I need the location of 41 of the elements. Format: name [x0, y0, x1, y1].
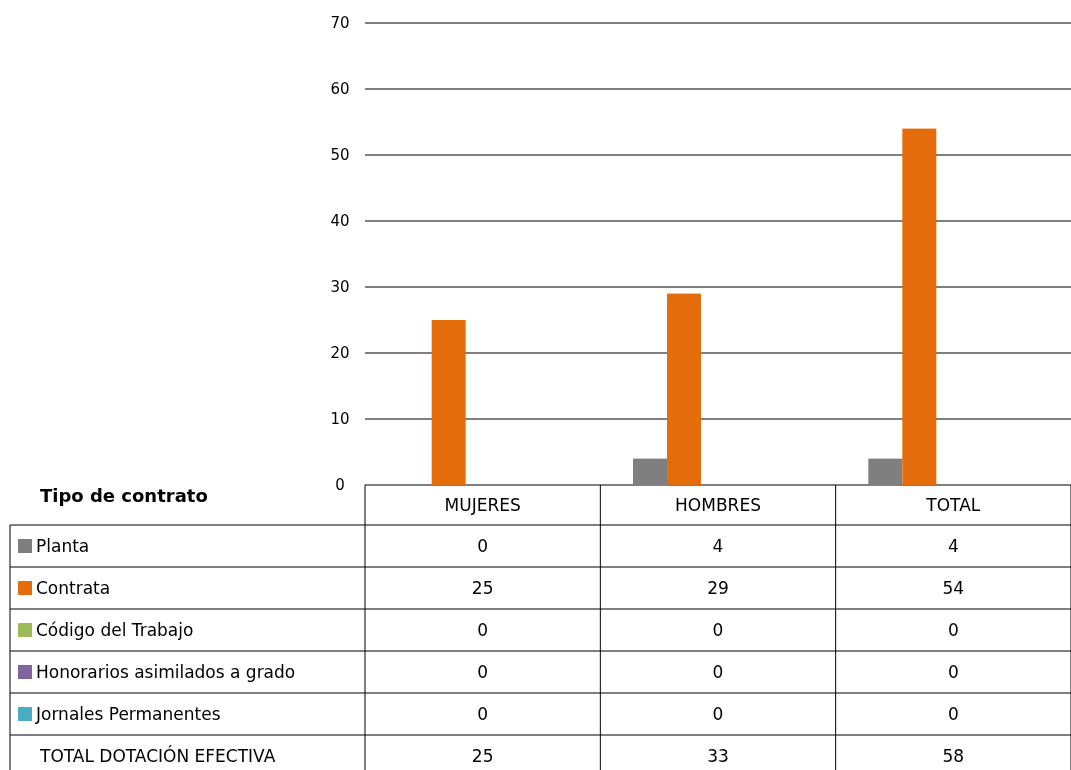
y-tick-label: 20: [330, 344, 350, 362]
bar: [868, 458, 903, 485]
data-label: 0: [477, 620, 489, 640]
data-label: 0: [947, 704, 959, 724]
legend-label: Contrata: [36, 578, 111, 598]
y-tick-label: 10: [330, 410, 350, 428]
y-tick-label: 70: [330, 14, 350, 32]
y-tick-label: 30: [330, 278, 350, 296]
data-label: 0: [712, 704, 724, 724]
bar: [633, 458, 667, 485]
data-label: 0: [477, 662, 489, 682]
bar: [902, 128, 937, 485]
x-tick-label: MUJERES: [444, 495, 521, 515]
y-tick-label: 60: [330, 80, 350, 98]
data-label: 4: [712, 536, 724, 556]
data-label: 0: [712, 662, 724, 682]
legend-label: Honorarios asimilados a grado: [36, 662, 296, 682]
legend-title: Tipo de contrato: [40, 485, 208, 506]
y-tick-label: 40: [330, 212, 350, 230]
data-label: 0: [477, 704, 489, 724]
data-label: 0: [477, 536, 489, 556]
x-tick-label: TOTAL: [925, 495, 981, 515]
data-label: 4: [947, 536, 959, 556]
y-tick-label: 0: [335, 476, 345, 494]
bar: [431, 320, 466, 485]
legend-label: Jornales Permanentes: [35, 704, 221, 724]
data-label: 0: [947, 620, 959, 640]
data-label: 0: [947, 662, 959, 682]
bar: [667, 293, 701, 485]
data-label: 29: [707, 578, 729, 598]
legend-label: Planta: [36, 536, 90, 556]
text: TOTAL DOTACIÓN EFECTIVA: [39, 745, 276, 766]
data-label: 25: [471, 578, 494, 598]
legend-label: Código del Trabajo: [36, 620, 194, 640]
text: 25: [471, 746, 494, 766]
data-label: 54: [942, 578, 965, 598]
y-tick-label: 50: [330, 146, 350, 164]
text: 58: [942, 746, 965, 766]
x-tick-label: HOMBRES: [675, 495, 761, 515]
data-label: 0: [712, 620, 724, 640]
text: 33: [707, 746, 729, 766]
